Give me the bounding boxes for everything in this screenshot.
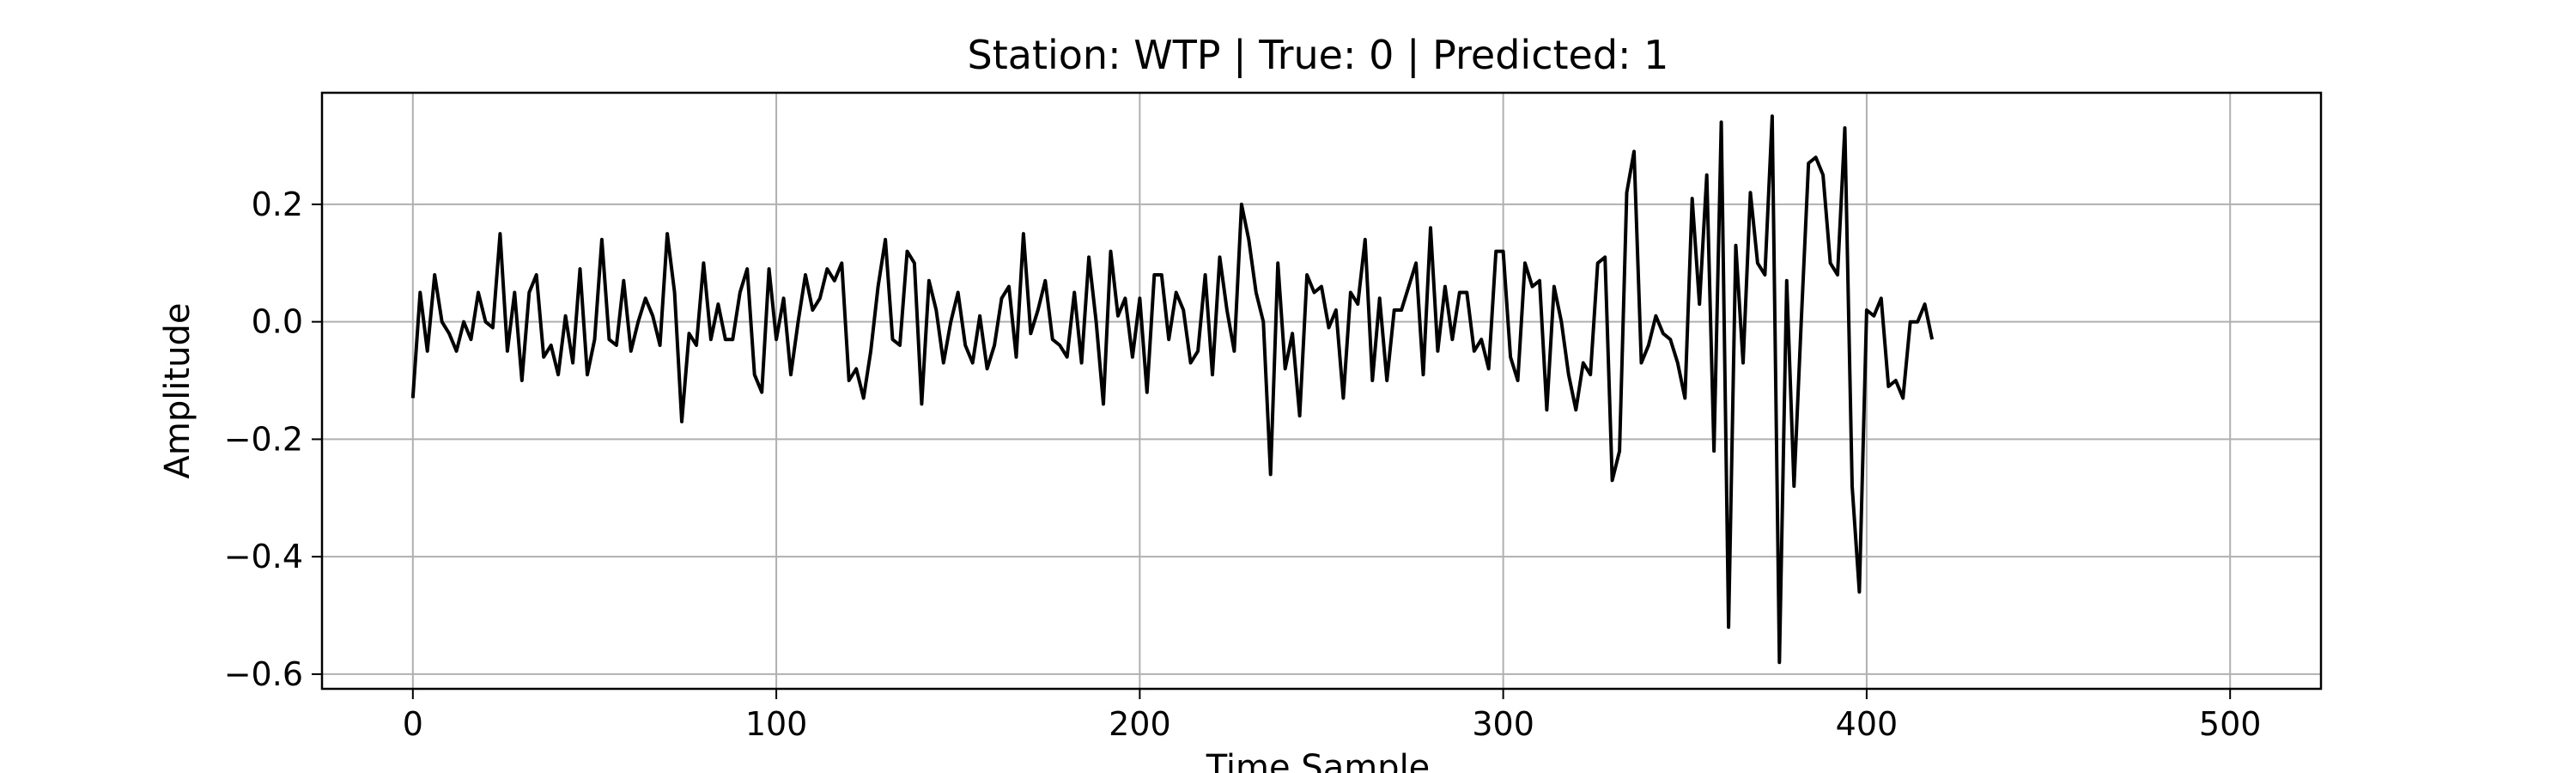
x-tick-label: 500 xyxy=(2199,705,2262,743)
y-axis-label: Amplitude xyxy=(158,303,197,479)
axis-ticks: 0 100 200 300 400 500 0.2 0.0 −0.2 −0.4 −0.6 xyxy=(224,186,2262,743)
x-tick-label: 300 xyxy=(1472,705,1534,743)
x-tick-label: 400 xyxy=(1836,705,1899,743)
x-tick-label: 200 xyxy=(1109,705,1171,743)
x-axis-label: Time Sample xyxy=(1206,748,1431,773)
series-line xyxy=(410,114,1935,665)
x-tick-label: 0 xyxy=(403,705,423,743)
y-tick-label: −0.2 xyxy=(224,420,303,458)
grid-lines xyxy=(322,93,2321,689)
x-tick-label: 100 xyxy=(745,705,808,743)
plot-frame xyxy=(320,91,2323,691)
y-tick-label: 0.0 xyxy=(252,303,303,341)
y-tick-label: −0.4 xyxy=(224,538,303,575)
chart-title: Station: WTP | True: 0 | Predicted: 1 xyxy=(968,32,1669,79)
y-tick-label: −0.6 xyxy=(224,655,303,693)
plot-series xyxy=(410,114,1935,665)
y-tick-label: 0.2 xyxy=(252,186,303,223)
